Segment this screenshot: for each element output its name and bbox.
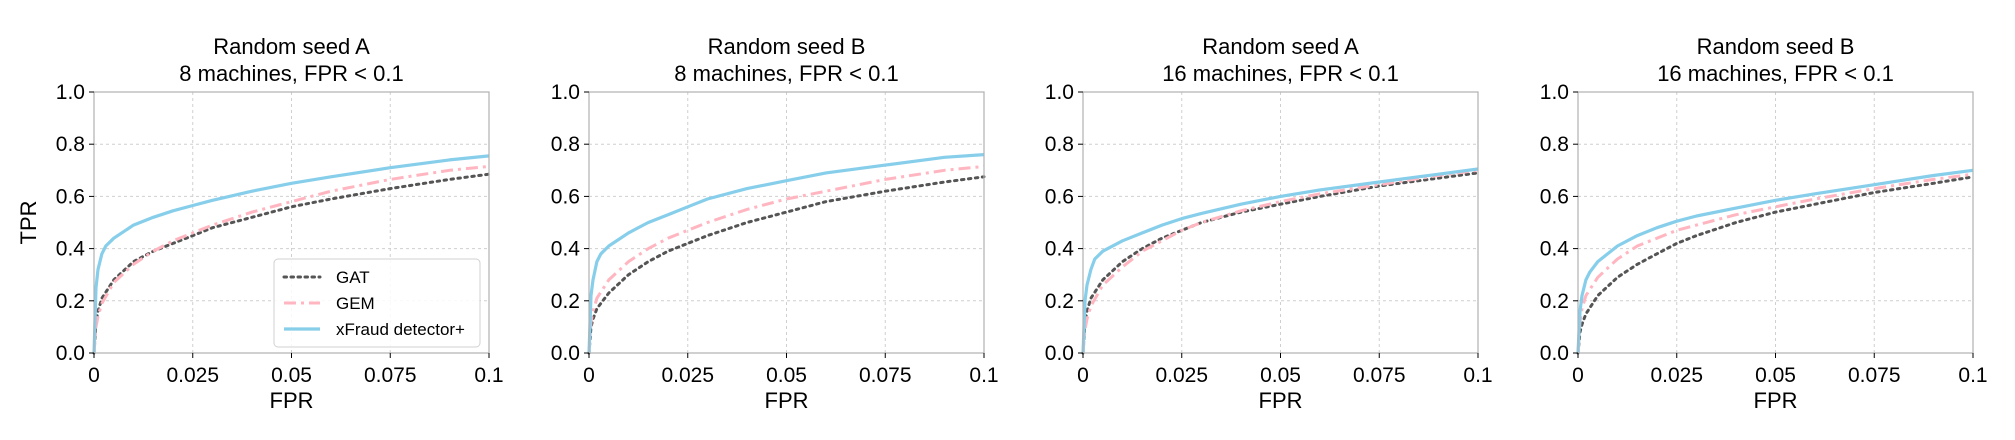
series-line-xfraud-detector [92, 154, 490, 354]
y-tick-label: 0.4 [551, 238, 581, 261]
x-axis-label: FPR [1754, 388, 1798, 413]
y-tick-label: 0.0 [1540, 342, 1569, 365]
y-tick-label: 0.8 [551, 133, 580, 156]
x-tick-label: 0.1 [1958, 364, 1987, 387]
x-tick-label: 0.025 [1650, 364, 1703, 387]
series-line-gem [587, 164, 985, 354]
x-tick-label: 0.075 [1848, 364, 1901, 387]
x-axis-label: FPR [270, 388, 314, 413]
plot-frame [1082, 91, 1479, 354]
series-line-xfraud-detector [1576, 168, 1974, 354]
plot-frame [1577, 91, 1974, 354]
y-tick-label: 0.2 [551, 290, 580, 313]
y-tick-label: 0.0 [1045, 342, 1074, 365]
x-axis-label: FPR [1259, 388, 1303, 413]
chart-title-line-2: 8 machines, FPR < 0.1 [674, 61, 898, 86]
x-tick-label: 0.1 [1463, 364, 1492, 387]
series-line-gat [587, 175, 986, 355]
chart-title-line-1: Random seed A [1202, 34, 1359, 59]
y-tick-label: 0.6 [1045, 185, 1074, 208]
chart-title-line-2: 16 machines, FPR < 0.1 [1162, 61, 1399, 86]
chart-title-line-2: 8 machines, FPR < 0.1 [179, 61, 403, 86]
series-line-gem [1081, 168, 1479, 354]
y-tick-label: 0.2 [1540, 290, 1569, 313]
x-tick-label: 0.025 [1155, 364, 1208, 387]
x-tick-label: 0 [1077, 364, 1089, 387]
x-axis-label: FPR [765, 388, 809, 413]
y-tick-label: 0.6 [1540, 185, 1569, 208]
y-tick-label: 0.6 [56, 185, 85, 208]
y-tick-label: 0.2 [1045, 290, 1074, 313]
y-tick-label: 1.0 [1045, 81, 1074, 104]
x-tick-label: 0.1 [969, 364, 998, 387]
series-line-gem [92, 164, 490, 354]
y-tick-label: 0.8 [1045, 133, 1074, 156]
series-line-gat [92, 172, 491, 355]
y-tick-label: 0.2 [56, 290, 85, 313]
x-tick-label: 0.025 [166, 364, 219, 387]
y-tick-label: 0.0 [56, 342, 85, 365]
x-tick-label: 0 [1572, 364, 1584, 387]
y-tick-label: 0.6 [551, 185, 580, 208]
legend-label: GAT [336, 268, 370, 287]
x-tick-label: 0.05 [1755, 364, 1796, 387]
y-tick-label: 1.0 [551, 81, 580, 104]
x-tick-label: 0.1 [474, 364, 503, 387]
y-tick-label: 0.8 [56, 133, 85, 156]
chart-title-line-1: Random seed A [213, 34, 370, 59]
y-tick-label: 0.4 [56, 238, 86, 261]
legend-box [273, 258, 481, 348]
legend-label: xFraud detector+ [336, 320, 465, 339]
x-tick-label: 0.075 [1353, 364, 1406, 387]
x-tick-label: 0.05 [766, 364, 807, 387]
y-tick-label: 0.4 [1540, 238, 1570, 261]
x-tick-label: 0.075 [364, 364, 417, 387]
chart-title-line-1: Random seed B [708, 34, 866, 59]
y-tick-label: 0.4 [1045, 238, 1075, 261]
y-tick-label: 1.0 [1540, 81, 1569, 104]
x-tick-label: 0.025 [661, 364, 714, 387]
x-tick-label: 0.075 [859, 364, 912, 387]
series-line-xfraud-detector [1081, 167, 1479, 354]
x-tick-label: 0 [88, 364, 100, 387]
y-tick-label: 0.8 [1540, 133, 1569, 156]
series-line-xfraud-detector [587, 153, 985, 354]
x-tick-label: 0.05 [271, 364, 312, 387]
chart-panel-4: 0 0.025 0.05 0.075 0.1 0.0 0.2 0.4 0.6 0.8 1.0 Rand… [1540, 34, 1988, 413]
chart-panel-3: 0 0.025 0.05 0.075 0.1 0.0 0.2 0.4 0.6 0.8 1.0 Rand… [1045, 34, 1493, 413]
legend: GAT GEM xFraud detector+ [273, 258, 481, 348]
chart-title-line-1: Random seed B [1697, 34, 1855, 59]
chart-panel-1: 0 0.025 0.05 0.075 0.1 0.0 0.2 0.4 0.6 0.8 1.0 Rand… [16, 34, 504, 413]
chart-panel-2: 0 0.025 0.05 0.075 0.1 0.0 0.2 0.4 0.6 0.8 1.0 Rand… [551, 34, 999, 413]
chart-title-line-2: 16 machines, FPR < 0.1 [1657, 61, 1894, 86]
series-line-gat [1576, 175, 1975, 355]
series-line-gem [1576, 172, 1974, 354]
x-tick-label: 0.05 [1260, 364, 1301, 387]
y-tick-label: 1.0 [56, 81, 85, 104]
x-tick-label: 0 [583, 364, 595, 387]
y-tick-label: 0.0 [551, 342, 580, 365]
legend-label: GEM [336, 294, 375, 313]
y-axis-label: TPR [16, 201, 41, 245]
